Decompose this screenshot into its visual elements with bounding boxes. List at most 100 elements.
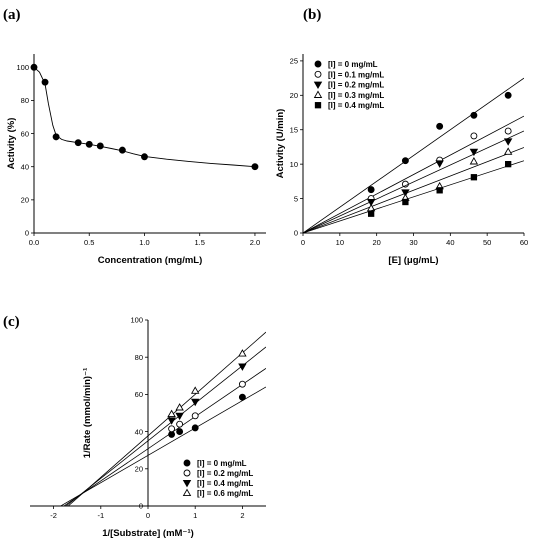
x-tick-label: 50 [483, 238, 491, 247]
x-tick-label: 0.5 [84, 238, 94, 247]
series-3 [303, 130, 524, 233]
y-tick-label: 60 [135, 390, 143, 399]
y-tick-label: 0 [25, 229, 29, 238]
y-axis-title: 1/Rate (mmol/min)⁻¹ [82, 368, 93, 459]
data-point [505, 161, 512, 168]
data-point [503, 138, 513, 146]
x-axis-title: [E] (μg/mL) [388, 255, 438, 266]
y-tick-label: 5 [294, 194, 298, 203]
x-tick-label: 10 [336, 238, 344, 247]
data-point [401, 180, 409, 188]
data-point [251, 163, 259, 171]
y-tick-label: 0 [139, 502, 143, 511]
data-point [436, 122, 444, 130]
data-point [504, 127, 512, 135]
panel-label: (a) [3, 7, 21, 23]
data-point [504, 91, 512, 99]
data-point [176, 420, 184, 428]
regression-line [303, 115, 524, 233]
legend-marker [314, 102, 322, 109]
x-axis-title: Concentration (mg/mL) [98, 255, 203, 266]
y-tick-label: 100 [16, 63, 29, 72]
legend-entry: [I] = 0.6 mg/mL [197, 489, 253, 498]
legend-entry: [I] = 0.2 mg/mL [328, 81, 384, 90]
x-tick-label: 0 [301, 238, 305, 247]
data-point [168, 425, 176, 433]
y-axis-title: Activity (%) [6, 118, 17, 170]
x-tick-label: 60 [520, 238, 528, 247]
series-2 [63, 368, 266, 506]
series-1 [303, 77, 524, 233]
x-tick-label: -1 [97, 511, 104, 520]
legend-marker [313, 90, 323, 98]
data-point [367, 210, 375, 217]
legend-entry: [I] = 0.3 mg/mL [328, 91, 384, 100]
regression-line [303, 77, 524, 233]
data-point [52, 133, 60, 141]
legend-marker [182, 479, 192, 488]
y-tick-label: 15 [290, 125, 298, 134]
data-point [366, 198, 376, 207]
y-tick-label: 0 [294, 229, 298, 238]
legend-entry: [I] = 0.4 mg/mL [197, 479, 253, 488]
data-point [176, 428, 184, 436]
data-point [118, 146, 126, 154]
y-axis-title: Activity (U/min) [275, 109, 286, 179]
y-tick-label: 20 [135, 465, 143, 474]
data-point [469, 157, 479, 165]
legend-marker [183, 469, 191, 477]
y-tick-label: 60 [21, 129, 29, 138]
y-tick-label: 100 [130, 316, 143, 325]
data-point [167, 409, 176, 417]
data-point [470, 174, 478, 181]
data-point [469, 148, 479, 157]
x-tick-label: 0 [146, 511, 150, 520]
data-point [238, 349, 247, 357]
series-5 [303, 160, 524, 233]
legend-marker [314, 60, 322, 68]
data-point [367, 186, 375, 194]
data-point [175, 403, 184, 411]
series-1 [59, 386, 266, 506]
series-4 [303, 147, 524, 233]
data-point [503, 147, 513, 155]
data-point [238, 380, 246, 388]
legend-entry: [I] = 0.1 mg/mL [328, 70, 384, 79]
series-2 [303, 115, 524, 233]
x-tick-label: 2.0 [250, 238, 260, 247]
y-tick-label: 10 [290, 160, 298, 169]
y-tick-label: 80 [135, 353, 143, 362]
fit-curve [33, 66, 256, 168]
legend-entry: [I] = 0 mg/mL [197, 459, 247, 468]
data-point [96, 142, 104, 150]
data-point [41, 78, 49, 86]
legend-entry: [I] = 0.4 mg/mL [328, 101, 384, 110]
data-point [190, 386, 200, 394]
x-axis-title: 1/[Substrate] (mM⁻¹) [102, 528, 194, 539]
chart-panel-1: (a) 0.0 0.5 1.0 1.5 2.0 0 20 40 60 80 100 Concentrat… [3, 7, 266, 266]
legend-marker [313, 81, 323, 89]
panel-label: (b) [303, 7, 321, 23]
regression-line [67, 331, 266, 506]
x-tick-label: 1.5 [194, 238, 204, 247]
x-tick-label: 20 [372, 238, 380, 247]
data-point [30, 63, 38, 71]
y-tick-label: 40 [21, 162, 29, 171]
legend-marker [183, 459, 191, 467]
x-tick-label: -2 [50, 511, 57, 520]
x-tick-label: 1.0 [139, 238, 149, 247]
x-tick-label: 40 [446, 238, 454, 247]
data-point [238, 363, 247, 371]
data-point [175, 412, 184, 421]
regression-line [303, 130, 524, 233]
data-point [191, 424, 199, 432]
data-point [470, 132, 478, 140]
y-tick-label: 25 [290, 57, 298, 66]
panel-label: (c) [3, 314, 20, 330]
x-tick-label: 2 [240, 511, 244, 520]
data-point [238, 393, 246, 401]
data-point [435, 160, 444, 168]
data-point [470, 111, 478, 119]
